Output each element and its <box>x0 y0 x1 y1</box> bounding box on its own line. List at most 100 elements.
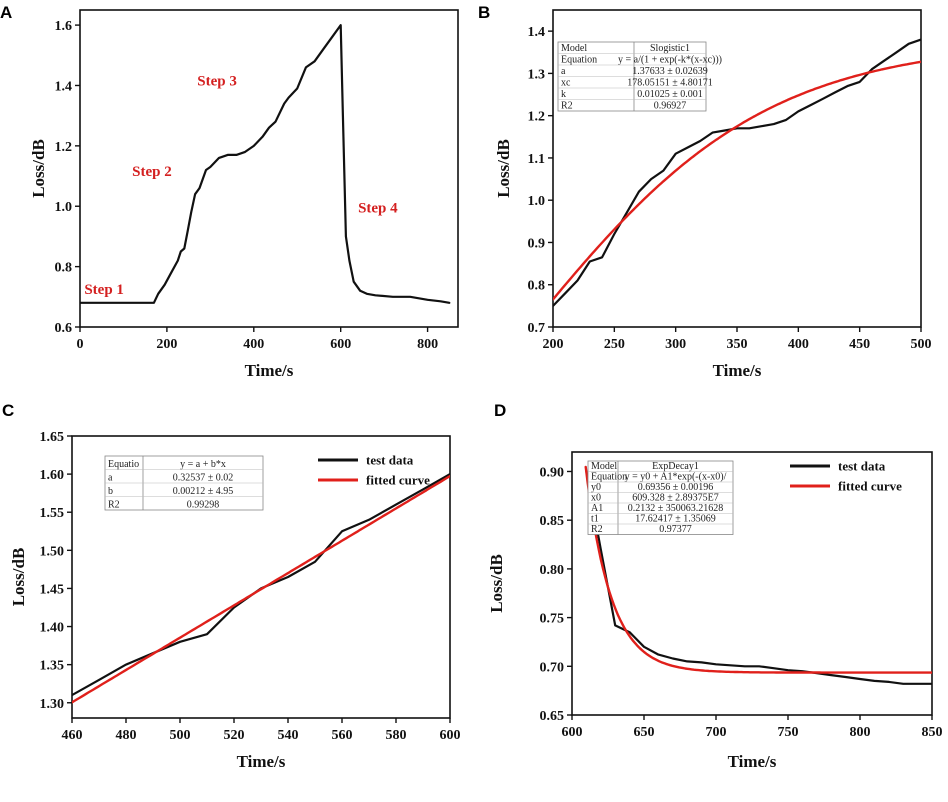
y-tick-label-d: 0.80 <box>540 563 565 578</box>
fit-table-value: 0.01025 ± 0.001 <box>637 89 703 100</box>
legend-c: test data fitted curve <box>318 453 430 488</box>
x-tick-label-a: 800 <box>417 337 438 352</box>
y-tick-label-a: 1.6 <box>55 19 73 34</box>
x-tick-label-a: 400 <box>243 337 264 352</box>
panel-label-c: C <box>2 401 14 420</box>
y-tick-label-b: 1.3 <box>528 67 546 82</box>
panel-label-b: B <box>478 3 490 22</box>
y-tick-label-b: 1.1 <box>528 152 546 167</box>
plot-frame-a <box>79 9 459 328</box>
series-line-test-data-d <box>585 470 932 685</box>
series-line-fitted-curve-d <box>584 465 932 674</box>
x-tick-label-c: 580 <box>386 728 407 743</box>
panel-label-d: D <box>494 401 506 420</box>
x-tick-label-d: 600 <box>562 725 583 740</box>
series-line-test-data-b <box>553 38 921 307</box>
x-tick-label-b: 350 <box>727 337 748 352</box>
chart-panel-a: A 0 200 400 600 800 0.6 0.8 1.0 1.2 1.4 1.6 Time/s L… <box>0 3 459 380</box>
fit-table-key: y0 <box>591 482 601 493</box>
fit-table-key: R2 <box>591 524 603 535</box>
x-tick-label-b: 400 <box>788 337 809 352</box>
fit-table-key: b <box>108 486 113 497</box>
fit-table-value: y = a/(1 + exp(-k*(x-xc))) <box>618 55 722 66</box>
step-annotation-3: Step 3 <box>197 73 237 89</box>
x-tick-label-a: 0 <box>77 337 84 352</box>
y-tick-label-b: 0.8 <box>528 279 546 294</box>
step-annotation-1: Step 1 <box>84 282 124 298</box>
y-tick-label-a: 0.6 <box>55 321 73 336</box>
y-axis-title-b: Loss/dB <box>494 139 513 198</box>
x-tick-label-c: 520 <box>224 728 245 743</box>
fit-table-value: 0.2132 ± 350063.21628 <box>628 503 724 514</box>
y-axis-title-a: Loss/dB <box>29 139 48 198</box>
series-group-a <box>80 24 451 304</box>
series-group-d <box>584 465 932 685</box>
x-tick-label-d: 850 <box>922 725 943 740</box>
fit-table-key: R2 <box>108 500 120 511</box>
y-tick-label-d: 0.85 <box>540 514 565 529</box>
y-tick-label-c: 1.30 <box>40 697 65 712</box>
fit-table-key: R2 <box>561 101 573 112</box>
y-tick-label-b: 1.4 <box>528 25 546 40</box>
fit-table-value: y = y0 + A1*exp(-(x-x0)/ <box>625 472 727 483</box>
legend-label-fitted-curve: fitted curve <box>838 479 902 494</box>
y-tick-label-a: 0.8 <box>55 261 73 276</box>
plot-frame-c <box>71 435 451 719</box>
x-tick-label-b: 300 <box>665 337 686 352</box>
fit-table-key: a <box>561 66 566 77</box>
y-tick-label-d: 0.90 <box>540 465 565 480</box>
y-tick-label-d: 0.65 <box>540 709 565 724</box>
series-line-fitted-curve-b <box>553 60 921 301</box>
fit-table-value: 0.97377 <box>659 524 692 535</box>
fit-table-key: k <box>561 89 566 100</box>
fit-table-value: ExpDecay1 <box>652 461 699 472</box>
x-tick-label-d: 650 <box>634 725 655 740</box>
series-line-test-data-a <box>80 24 451 304</box>
x-tick-label-d: 750 <box>778 725 799 740</box>
x-tick-label-c: 460 <box>62 728 83 743</box>
fit-table-key: Model <box>591 461 617 472</box>
x-tick-label-a: 600 <box>330 337 351 352</box>
fit-table-value: 178.05151 ± 4.80171 <box>627 78 713 89</box>
y-tick-label-a: 1.4 <box>55 79 73 94</box>
fit-table-value: 0.96927 <box>654 101 687 112</box>
fit-table-key: t1 <box>591 514 599 525</box>
x-tick-label-d: 800 <box>850 725 871 740</box>
fit-table-value: y = a + b*x <box>180 459 226 470</box>
y-tick-label-d: 0.75 <box>540 612 565 627</box>
fit-parameter-table-c: Equatio y = a + b*x a 0.32537 ± 0.02 b 0.0021… <box>104 455 264 511</box>
plot-frame-d <box>571 451 933 716</box>
fit-table-key: xc <box>561 78 571 89</box>
y-tick-label-c: 1.45 <box>40 582 65 597</box>
fit-table-value: 0.00212 ± 4.95 <box>173 486 234 497</box>
x-tick-label-a: 200 <box>156 337 177 352</box>
legend-label-fitted-curve: fitted curve <box>366 473 430 488</box>
series-group-b <box>553 38 921 307</box>
x-axis-title-c: Time/s <box>237 752 286 771</box>
x-tick-label-b: 450 <box>849 337 870 352</box>
x-axis-title-b: Time/s <box>713 361 762 380</box>
fit-table-value: 0.69356 ± 0.00196 <box>638 482 714 493</box>
y-tick-label-c: 1.55 <box>40 506 65 521</box>
y-tick-label-b: 1.2 <box>528 110 546 125</box>
x-tick-label-c: 480 <box>116 728 137 743</box>
series-group-c <box>72 473 450 704</box>
fit-table-key: Equation <box>591 472 627 483</box>
fit-table-key: a <box>108 473 113 484</box>
x-tick-label-c: 600 <box>440 728 461 743</box>
chart-panel-d: D 600 650 700 750 800 850 0.65 0.70 0.75 0.80 0.85… <box>487 401 943 771</box>
x-tick-label-b: 200 <box>543 337 564 352</box>
fit-table-key: Model <box>561 43 587 54</box>
y-tick-label-b: 0.9 <box>528 236 546 251</box>
legend-label-test-data: test data <box>838 459 886 474</box>
y-tick-label-b: 1.0 <box>528 194 546 209</box>
fit-table-key: Equatio <box>108 459 139 470</box>
fit-table-value: 0.99298 <box>187 500 220 511</box>
legend-label-test-data: test data <box>366 453 414 468</box>
y-axis-title-c: Loss/dB <box>9 548 28 607</box>
x-tick-label-c: 500 <box>170 728 191 743</box>
y-tick-label-d: 0.70 <box>540 660 565 675</box>
step-annotation-4: Step 4 <box>358 200 398 216</box>
